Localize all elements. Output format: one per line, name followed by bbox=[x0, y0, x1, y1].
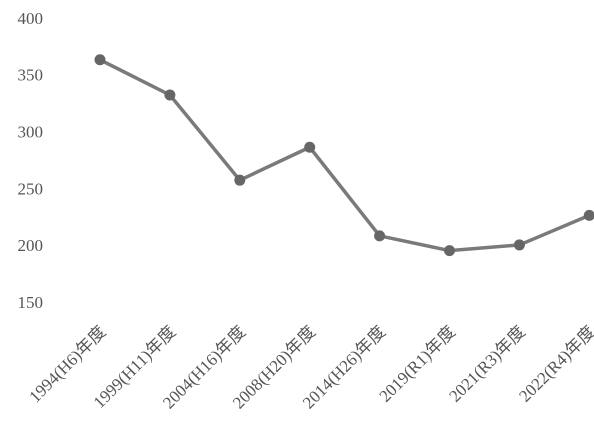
data-point bbox=[513, 239, 525, 251]
data-point bbox=[374, 230, 386, 242]
data-point bbox=[583, 209, 594, 221]
data-point bbox=[234, 174, 246, 186]
y-tick-label: 400 bbox=[18, 9, 44, 28]
data-point bbox=[94, 54, 106, 66]
data-point bbox=[444, 245, 455, 257]
data-line bbox=[99, 58, 590, 253]
y-tick-label: 200 bbox=[18, 236, 44, 255]
y-tick-label: 150 bbox=[18, 293, 44, 312]
y-tick-label: 350 bbox=[18, 66, 44, 85]
data-point bbox=[304, 141, 316, 153]
data-point bbox=[164, 89, 176, 101]
y-tick-label: 300 bbox=[18, 123, 44, 142]
y-tick-label: 250 bbox=[18, 179, 44, 198]
